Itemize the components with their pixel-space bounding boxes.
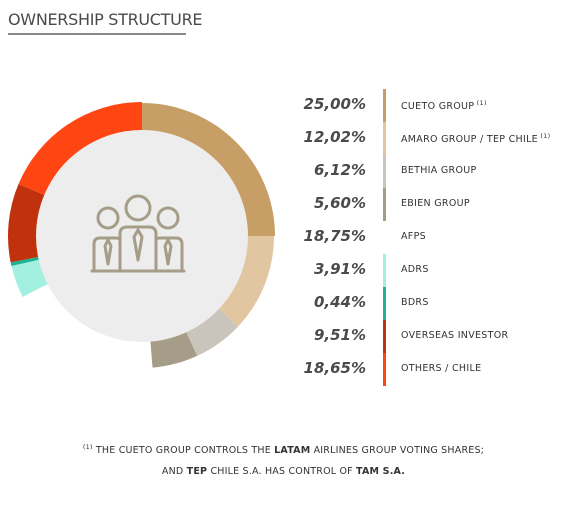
slice-amaro-group-tep-chile — [216, 236, 274, 327]
footnote-text: CHILE S.A. HAS CONTROL OF — [207, 466, 357, 478]
legend-item-afps: 18,75% AFPS — [300, 221, 567, 254]
legend-note-marker: (1) — [474, 99, 487, 107]
legend-value: 18,65% — [303, 359, 366, 377]
footnote-text: AND — [161, 466, 187, 478]
legend-swatch — [383, 287, 386, 320]
legend-value: 3,91% — [313, 260, 366, 278]
legend-item-overseas-investor: 9,51% OVERSEAS INVESTOR — [300, 320, 567, 353]
title-underline — [8, 33, 186, 35]
legend-item-ebien-group: 5,60% EBIEN GROUP — [300, 188, 567, 221]
slice-bethia-group — [185, 306, 239, 356]
legend-label-text: OVERSEAS INVESTOR — [401, 330, 509, 341]
people-group-icon — [90, 194, 186, 273]
legend-item-amaro-group-tep-chile: 12,02% AMARO GROUP / TEP CHILE (1) — [300, 122, 567, 155]
legend-label-text: EBIEN GROUP — [401, 198, 470, 209]
footnote-line-1: (1) THE CUETO GROUP CONTROLS THE LATAM A… — [0, 437, 567, 461]
legend-value: 25,00% — [303, 95, 366, 113]
legend-swatch — [383, 188, 386, 221]
legend-value: 18,75% — [303, 227, 366, 245]
footnote-bold-text: LATAM — [274, 445, 311, 457]
footnote-text: THE CUETO GROUP CONTROLS THE — [92, 445, 275, 457]
slice-others-chile — [18, 101, 143, 196]
donut-chart — [8, 101, 275, 368]
footnote-marker: (1) — [82, 443, 93, 451]
legend-label: OVERSEAS INVESTOR — [401, 330, 508, 341]
legend-label-text: ADRS — [401, 264, 429, 275]
legend-label: OTHERS / CHILE — [401, 363, 481, 374]
footnote: (1) THE CUETO GROUP CONTROLS THE LATAM A… — [0, 437, 567, 482]
legend-swatch — [383, 320, 386, 353]
legend-note-marker: (1) — [537, 132, 551, 140]
legend-item-others-chile: 18,65% OTHERS / CHILE — [300, 353, 567, 386]
legend-label: EBIEN GROUP — [401, 198, 470, 209]
legend-item-bethia-group: 6,12% BETHIA GROUP — [300, 155, 567, 188]
legend-swatch — [383, 353, 386, 386]
footnote-bold-text: TAM S.A. — [356, 466, 406, 478]
page-title: OWNERSHIP STRUCTURE — [8, 10, 203, 29]
legend-value: 6,12% — [313, 161, 366, 179]
legend-item-cueto-group: 25,00% CUETO GROUP (1) — [300, 89, 567, 122]
legend-label-text: BDRS — [401, 297, 429, 308]
legend-value: 5,60% — [313, 194, 366, 212]
legend-label: AFPS — [401, 231, 426, 242]
legend-label-text: AFPS — [401, 231, 426, 242]
legend-item-bdrs: 0,44% BDRS — [300, 287, 567, 320]
legend-value: 0,44% — [313, 293, 366, 311]
legend-item-adrs: 3,91% ADRS — [300, 254, 567, 287]
legend-label-text: AMARO GROUP / TEP CHILE — [401, 134, 538, 146]
slice-adrs — [11, 259, 51, 297]
legend-swatch — [383, 221, 386, 254]
legend-value: 12,02% — [303, 128, 366, 146]
legend-label-text: CUETO GROUP — [401, 101, 475, 113]
legend-value: 9,51% — [313, 326, 366, 344]
footnote-bold-text: TEP — [186, 466, 208, 478]
legend-swatch — [383, 155, 386, 188]
legend-label: BDRS — [401, 297, 429, 308]
legend-swatch — [383, 254, 386, 287]
slice-bdrs — [10, 256, 42, 267]
footnote-line-2: AND TEP CHILE S.A. HAS CONTROL OF TAM S.… — [0, 461, 567, 482]
legend-label: CUETO GROUP (1) — [401, 99, 487, 112]
legend-label-text: OTHERS / CHILE — [401, 363, 482, 374]
footnote-text: AIRLINES GROUP VOTING SHARES; — [310, 445, 485, 457]
legend-label: BETHIA GROUP — [401, 165, 477, 176]
legend-label: ADRS — [401, 264, 429, 275]
legend-swatch — [383, 89, 386, 122]
legend-label-text: BETHIA GROUP — [401, 165, 477, 176]
legend-swatch — [383, 122, 386, 155]
legend-label: AMARO GROUP / TEP CHILE (1) — [401, 132, 550, 145]
